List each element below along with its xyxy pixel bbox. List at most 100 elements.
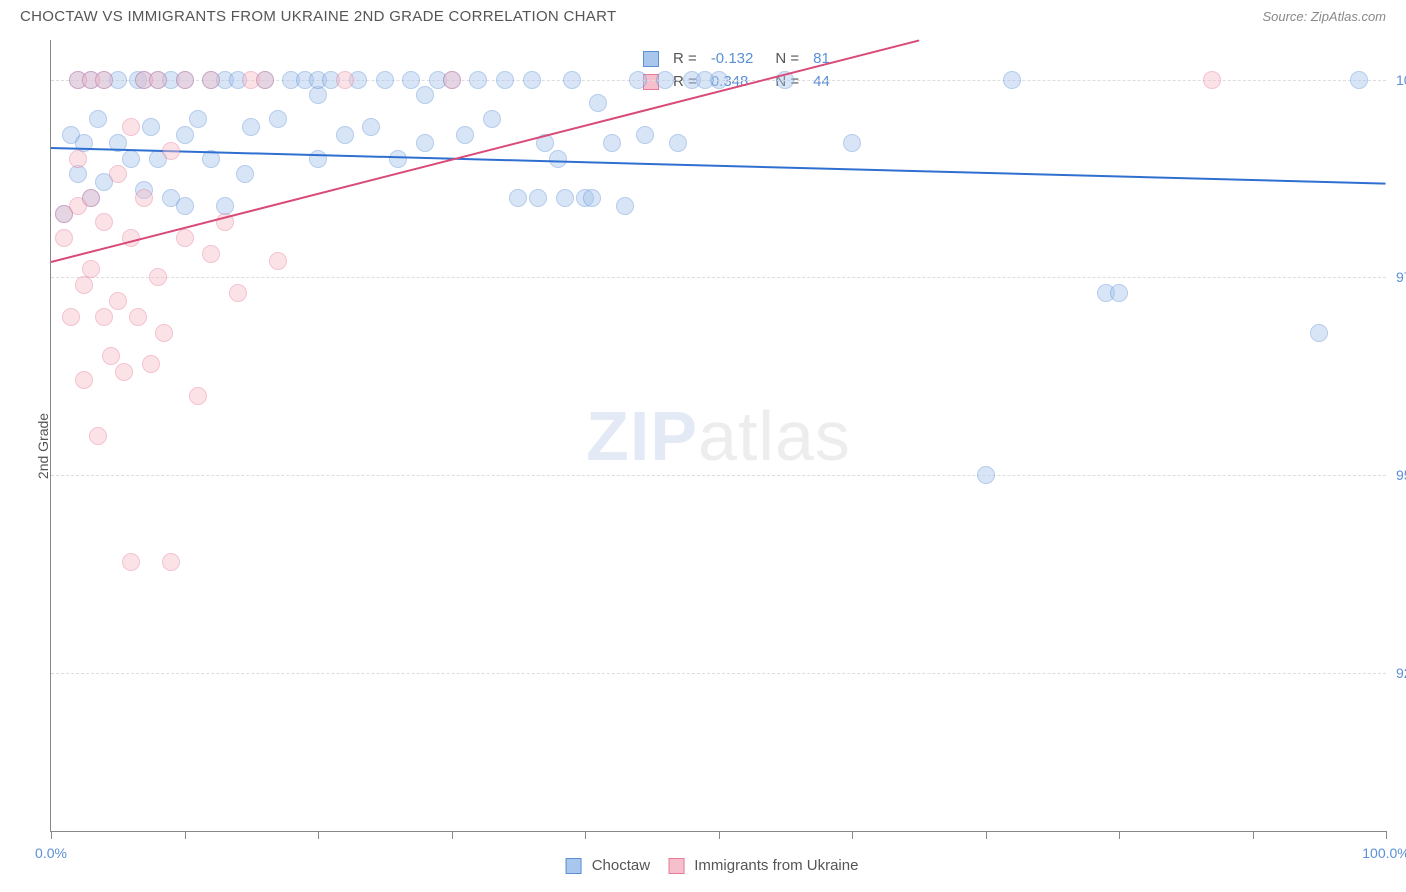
data-point bbox=[1310, 324, 1328, 342]
chart-title: CHOCTAW VS IMMIGRANTS FROM UKRAINE 2ND G… bbox=[20, 8, 616, 25]
x-tick bbox=[318, 831, 319, 839]
data-point bbox=[669, 134, 687, 152]
data-point bbox=[710, 71, 728, 89]
data-point bbox=[416, 134, 434, 152]
x-tick bbox=[986, 831, 987, 839]
data-point bbox=[95, 308, 113, 326]
data-point bbox=[162, 142, 180, 160]
data-point bbox=[336, 71, 354, 89]
data-point bbox=[309, 150, 327, 168]
stats-legend: R =-0.132N =81R =0.348N =44 bbox=[625, 42, 848, 98]
data-point bbox=[1203, 71, 1221, 89]
legend-swatch bbox=[668, 858, 684, 874]
gridline bbox=[51, 673, 1386, 674]
data-point bbox=[529, 189, 547, 207]
data-point bbox=[69, 165, 87, 183]
data-point bbox=[95, 213, 113, 231]
scatter-plot-area: ZIPatlas R =-0.132N =81R =0.348N =44 92.… bbox=[50, 40, 1386, 832]
data-point bbox=[589, 94, 607, 112]
data-point bbox=[563, 71, 581, 89]
data-point bbox=[229, 284, 247, 302]
data-point bbox=[95, 71, 113, 89]
data-point bbox=[129, 308, 147, 326]
data-point bbox=[977, 466, 995, 484]
x-tick bbox=[185, 831, 186, 839]
data-point bbox=[102, 347, 120, 365]
x-tick bbox=[452, 831, 453, 839]
data-point bbox=[376, 71, 394, 89]
x-tick bbox=[1253, 831, 1254, 839]
data-point bbox=[89, 427, 107, 445]
data-point bbox=[389, 150, 407, 168]
x-tick-label: 0.0% bbox=[35, 845, 67, 861]
x-tick bbox=[852, 831, 853, 839]
data-point bbox=[556, 189, 574, 207]
data-point bbox=[843, 134, 861, 152]
data-point bbox=[1110, 284, 1128, 302]
data-point bbox=[149, 71, 167, 89]
data-point bbox=[269, 110, 287, 128]
data-point bbox=[142, 355, 160, 373]
x-tick bbox=[1119, 831, 1120, 839]
data-point bbox=[142, 118, 160, 136]
legend-label: Immigrants from Ukraine bbox=[690, 857, 858, 874]
legend-swatch bbox=[566, 858, 582, 874]
data-point bbox=[256, 71, 274, 89]
data-point bbox=[109, 292, 127, 310]
x-tick bbox=[1386, 831, 1387, 839]
data-point bbox=[122, 150, 140, 168]
data-point bbox=[82, 189, 100, 207]
data-point bbox=[89, 110, 107, 128]
data-point bbox=[509, 189, 527, 207]
stats-row: R =-0.132N =81 bbox=[637, 48, 836, 69]
data-point bbox=[523, 71, 541, 89]
x-tick-label: 100.0% bbox=[1362, 845, 1406, 861]
legend-label: Choctaw bbox=[588, 857, 651, 874]
data-point bbox=[362, 118, 380, 136]
watermark-zip: ZIP bbox=[586, 397, 698, 475]
gridline bbox=[51, 475, 1386, 476]
r-label: R = bbox=[667, 48, 703, 69]
data-point bbox=[62, 308, 80, 326]
data-point bbox=[309, 86, 327, 104]
data-point bbox=[629, 71, 647, 89]
data-point bbox=[416, 86, 434, 104]
watermark-atlas: atlas bbox=[698, 397, 851, 475]
data-point bbox=[236, 165, 254, 183]
y-tick-label: 92.5% bbox=[1396, 665, 1406, 681]
data-point bbox=[583, 189, 601, 207]
data-point bbox=[176, 197, 194, 215]
series-legend: Choctaw Immigrants from Ukraine bbox=[548, 857, 859, 874]
data-point bbox=[176, 229, 194, 247]
chart-source: Source: ZipAtlas.com bbox=[1262, 9, 1386, 24]
gridline bbox=[51, 277, 1386, 278]
data-point bbox=[616, 197, 634, 215]
data-point bbox=[549, 150, 567, 168]
data-point bbox=[75, 371, 93, 389]
watermark: ZIPatlas bbox=[586, 396, 851, 476]
n-value: 44 bbox=[807, 71, 836, 92]
data-point bbox=[336, 126, 354, 144]
chart-header: CHOCTAW VS IMMIGRANTS FROM UKRAINE 2ND G… bbox=[0, 0, 1406, 31]
data-point bbox=[189, 387, 207, 405]
data-point bbox=[162, 553, 180, 571]
data-point bbox=[402, 71, 420, 89]
data-point bbox=[55, 229, 73, 247]
data-point bbox=[149, 268, 167, 286]
data-point bbox=[155, 324, 173, 342]
data-point bbox=[82, 260, 100, 278]
data-point bbox=[1003, 71, 1021, 89]
y-axis-label: 2nd Grade bbox=[35, 413, 51, 479]
data-point bbox=[603, 134, 621, 152]
y-tick-label: 100.0% bbox=[1396, 72, 1406, 88]
data-point bbox=[189, 110, 207, 128]
data-point bbox=[135, 189, 153, 207]
data-point bbox=[269, 252, 287, 270]
data-point bbox=[176, 71, 194, 89]
y-tick-label: 97.5% bbox=[1396, 269, 1406, 285]
data-point bbox=[202, 245, 220, 263]
x-tick bbox=[585, 831, 586, 839]
n-label: N = bbox=[761, 48, 805, 69]
data-point bbox=[176, 126, 194, 144]
data-point bbox=[483, 110, 501, 128]
